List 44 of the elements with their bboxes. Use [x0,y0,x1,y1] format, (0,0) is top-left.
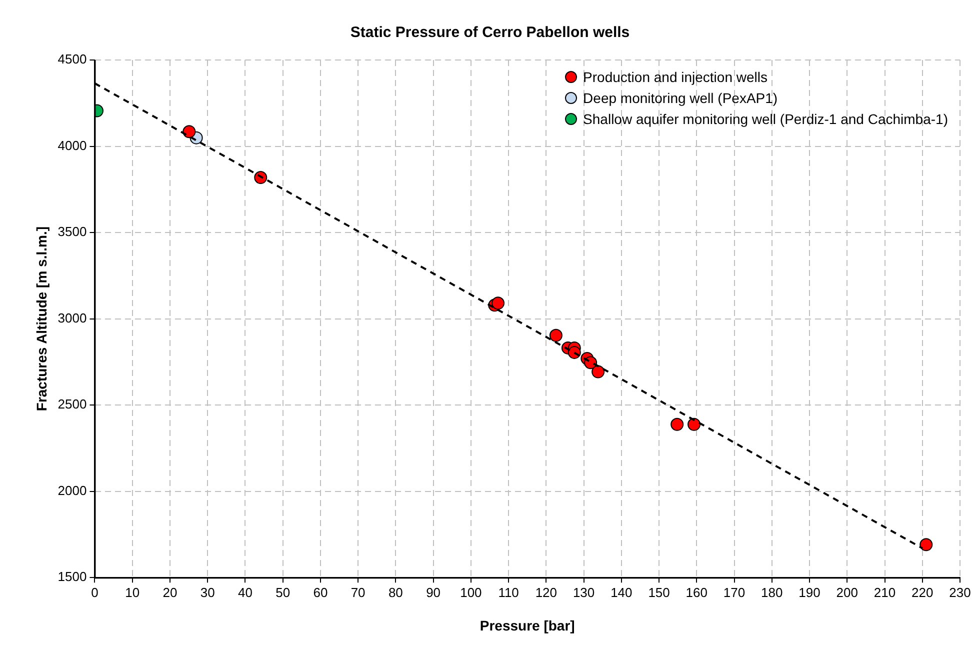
y-tick-label: 2500 [58,396,87,412]
x-tick-label: 70 [350,584,366,600]
x-tick-label: 0 [91,584,98,600]
x-tick-label: 80 [388,584,403,600]
x-tick-label: 90 [426,584,441,600]
point [920,538,933,552]
point [670,418,684,431]
y-tick-label: 4500 [58,52,87,67]
y-tick-label: 2000 [58,482,87,498]
point [182,125,196,138]
x-tick-label: 220 [912,584,934,600]
legend-label: Production and injection wells [583,69,768,85]
y-tick-label: 4000 [58,138,87,153]
x-tick-label: 160 [686,584,708,600]
x-tick-label: 180 [761,584,783,600]
point [688,418,701,431]
point [549,328,562,342]
x-tick-label: 120 [535,584,558,600]
x-tick-label: 10 [125,584,140,600]
x-tick-label: 110 [498,584,519,600]
x-tick-label: 60 [313,584,328,600]
chart-title: Static Pressure of Cerro Pabellon wells [350,24,630,42]
y-tick-label: 3500 [58,224,87,240]
x-axis-title: Pressure [bar] [480,617,575,634]
point [492,296,505,310]
x-tick-label: 170 [723,584,746,600]
legend-label: Shallow aquifer monitoring well (Perdiz-1 and Cachimba-1) [583,111,948,127]
y-tick-label: 3000 [58,310,87,326]
y-axis-title: Fractures Altitude [m s.l.m.] [33,226,50,412]
point [592,365,605,378]
x-tick-label: 210 [874,584,896,600]
legend-label: Deep monitoring well (PexAP1) [583,90,778,106]
x-tick-label: 40 [238,584,252,600]
x-tick-label: 100 [460,584,482,600]
x-tick-label: 140 [610,584,632,600]
x-tick-label: 230 [949,584,971,600]
x-tick-label: 150 [648,584,670,600]
y-tick-label: 1500 [58,569,87,584]
x-tick-label: 200 [836,584,858,600]
x-tick-label: 130 [572,584,595,600]
x-tick-label: 190 [798,584,820,600]
x-tick-label: 30 [200,584,215,600]
x-tick-label: 50 [276,584,290,600]
x-tick-label: 20 [162,584,178,600]
